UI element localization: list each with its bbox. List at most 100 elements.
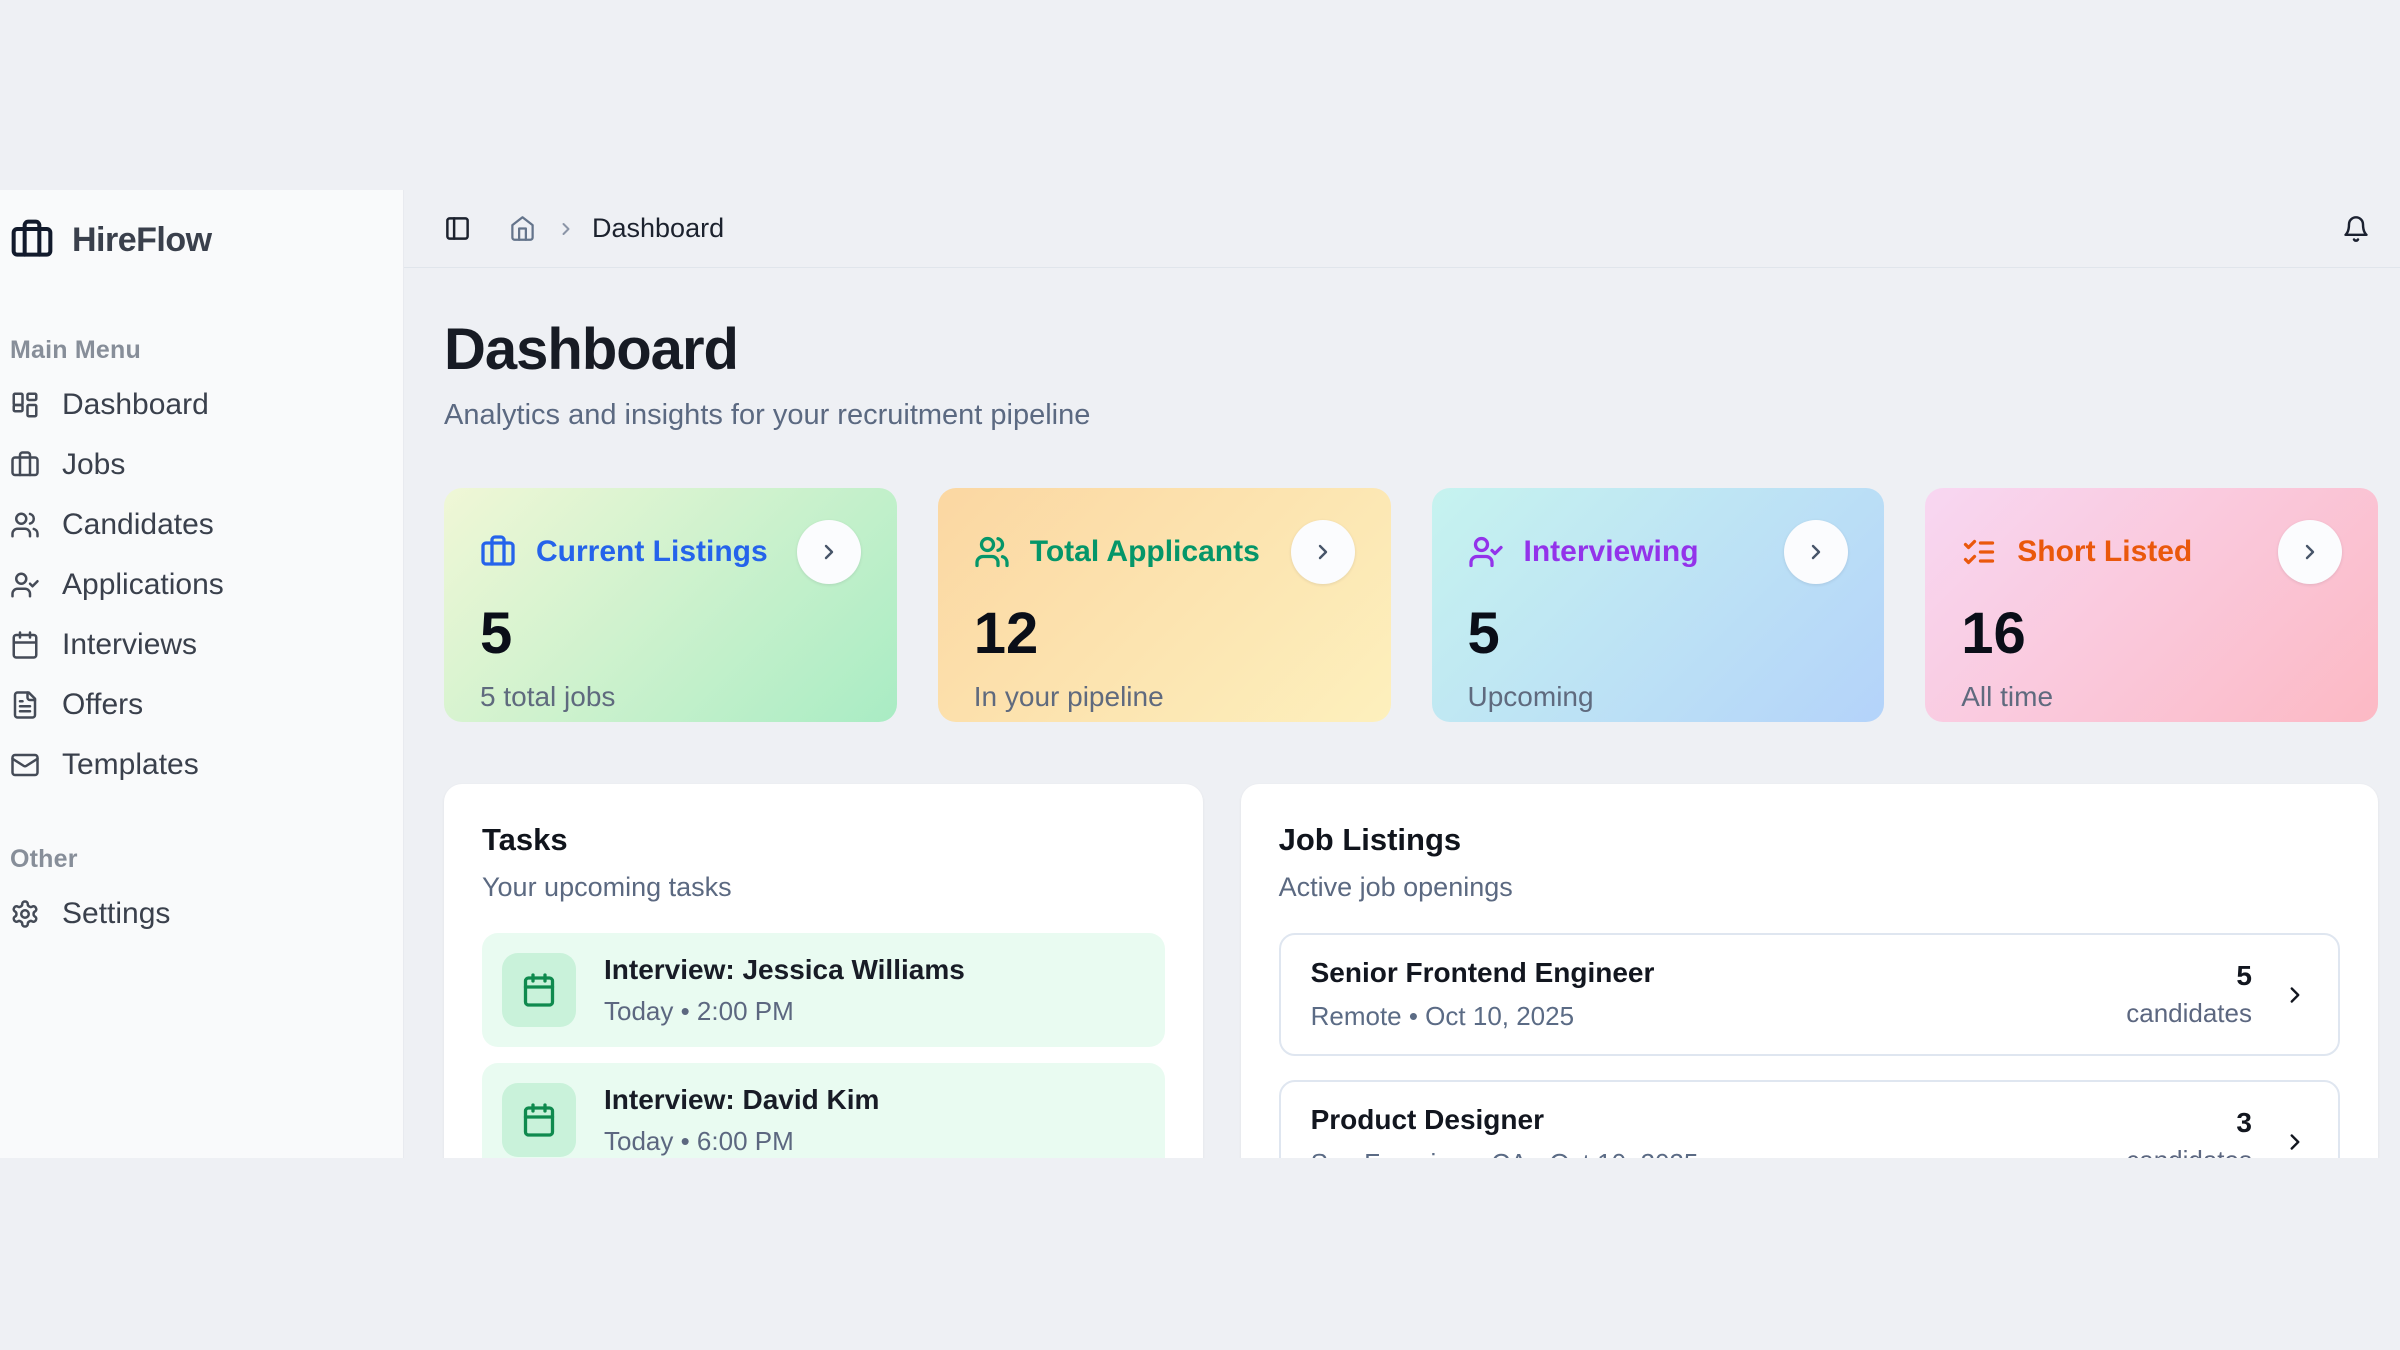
job-candidate-label: candidates bbox=[2126, 998, 2252, 1028]
sidebar-item-candidates[interactable]: Candidates bbox=[6, 495, 393, 555]
chevron-right-icon bbox=[556, 219, 576, 239]
job-listings-title: Job Listings bbox=[1278, 822, 1462, 857]
sidebar-section-other: Other bbox=[10, 845, 78, 873]
chevron-right-icon bbox=[2305, 544, 2315, 560]
task-title: Interview: Jessica Williams bbox=[604, 953, 965, 985]
brand: HireFlow bbox=[6, 212, 393, 268]
list-checks-icon bbox=[1961, 534, 1997, 570]
task-title: Interview: David Kim bbox=[604, 1083, 880, 1115]
chevron-right-icon[interactable] bbox=[2282, 1129, 2308, 1155]
job-row[interactable]: Senior Frontend Engineer Remote • Oct 10… bbox=[1278, 933, 2340, 1056]
chevron-right-icon[interactable] bbox=[2282, 982, 2308, 1008]
stat-arrow-button[interactable] bbox=[1290, 520, 1355, 584]
sidebar-item-applications[interactable]: Applications bbox=[6, 555, 393, 615]
briefcase-icon bbox=[10, 450, 40, 480]
sidebar-item-jobs[interactable]: Jobs bbox=[6, 435, 393, 495]
stat-card-interviewing[interactable]: Interviewing 5 Upcoming bbox=[1431, 488, 1885, 722]
sidebar-item-label: Candidates bbox=[62, 508, 214, 541]
job-list: Senior Frontend Engineer Remote • Oct 10… bbox=[1278, 933, 2340, 1158]
stat-cards: Current Listings 5 5 total jobs bbox=[444, 488, 2378, 722]
page-subtitle: Analytics and insights for your recruitm… bbox=[444, 399, 1091, 431]
file-text-icon bbox=[10, 690, 40, 720]
dashboard-icon bbox=[10, 390, 40, 420]
sidebar-item-label: Offers bbox=[62, 688, 144, 721]
stat-value: 12 bbox=[973, 601, 1039, 666]
sidebar-item-dashboard[interactable]: Dashboard bbox=[6, 375, 393, 435]
job-title: Senior Frontend Engineer bbox=[1310, 957, 1655, 988]
sidebar-section-main-menu: Main Menu bbox=[10, 336, 141, 364]
task-list: Interview: Jessica Williams Today • 2:00… bbox=[482, 933, 1165, 1158]
stat-card-current-listings[interactable]: Current Listings 5 5 total jobs bbox=[444, 488, 897, 722]
stat-label: Short Listed bbox=[2017, 535, 2193, 568]
tasks-subtitle: Your upcoming tasks bbox=[482, 872, 732, 902]
sidebar-item-label: Interviews bbox=[62, 628, 198, 661]
task-time: Today • 2:00 PM bbox=[604, 995, 794, 1026]
stat-caption: In your pipeline bbox=[973, 681, 1164, 712]
user-check-icon bbox=[1468, 534, 1504, 570]
task-row[interactable]: Interview: Jessica Williams Today • 2:00… bbox=[482, 933, 1165, 1047]
job-candidate-label: candidates bbox=[2126, 1145, 2252, 1158]
sidebar-item-interviews[interactable]: Interviews bbox=[6, 615, 393, 675]
job-candidate-count: 3 bbox=[2236, 1107, 2252, 1138]
sidebar-item-label: Applications bbox=[62, 568, 224, 601]
gear-icon bbox=[10, 899, 40, 929]
stat-caption: Upcoming bbox=[1467, 681, 1594, 712]
stat-label: Interviewing bbox=[1523, 535, 1699, 568]
sidebar-item-label: Dashboard bbox=[62, 388, 209, 421]
chevron-right-icon bbox=[1812, 544, 1821, 560]
task-time: Today • 6:00 PM bbox=[604, 1125, 794, 1156]
stat-caption: All time bbox=[1961, 681, 2054, 712]
users-icon bbox=[10, 510, 40, 540]
stat-card-short-listed[interactable]: Short Listed 16 All time bbox=[1925, 488, 2378, 722]
task-row[interactable]: Interview: David Kim Today • 6:00 PM bbox=[482, 1063, 1165, 1158]
sidebar-item-templates[interactable]: Templates bbox=[6, 735, 393, 795]
sidebar-item-label: Jobs bbox=[62, 448, 126, 481]
brand-name: HireFlow bbox=[72, 220, 212, 259]
main-area: Dashboard Dashboard Analytics and insigh… bbox=[404, 190, 2400, 1158]
users-icon bbox=[974, 534, 1010, 570]
sidebar-item-label: Settings bbox=[62, 897, 171, 930]
bell-icon[interactable] bbox=[2342, 215, 2370, 243]
job-row[interactable]: Product Designer San Francisco, CA • Oct… bbox=[1278, 1080, 2340, 1158]
calendar-icon bbox=[10, 630, 40, 660]
breadcrumb: Dashboard bbox=[444, 213, 724, 244]
job-listings-subtitle: Active job openings bbox=[1278, 872, 1513, 902]
panel-left-icon[interactable] bbox=[444, 215, 471, 242]
sidebar-item-label: Templates bbox=[62, 748, 199, 781]
job-meta: Remote • Oct 10, 2025 bbox=[1310, 1001, 1575, 1031]
app-window: HireFlow Main Menu Dashboard Jobs Candid… bbox=[0, 190, 2400, 1158]
tasks-panel: Tasks Your upcoming tasks Interview: Jes… bbox=[444, 784, 1203, 1158]
lower-panels: Tasks Your upcoming tasks Interview: Jes… bbox=[444, 784, 2378, 1158]
sidebar: HireFlow Main Menu Dashboard Jobs Candid… bbox=[0, 190, 404, 1158]
chevron-right-icon bbox=[824, 544, 833, 560]
stat-card-total-applicants[interactable]: Total Applicants 12 In your pipeline bbox=[937, 488, 1391, 722]
stat-arrow-button[interactable] bbox=[796, 520, 861, 584]
home-icon[interactable] bbox=[509, 215, 536, 242]
user-check-icon bbox=[10, 570, 40, 600]
stat-caption: 5 total jobs bbox=[480, 681, 616, 712]
job-candidate-count: 5 bbox=[2236, 960, 2252, 991]
calendar-icon bbox=[502, 1083, 576, 1157]
stat-value: 16 bbox=[1961, 601, 2026, 666]
job-listings-panel: Job Listings Active job openings Senior … bbox=[1240, 784, 2378, 1158]
stat-label: Current Listings bbox=[536, 535, 768, 568]
page-title: Dashboard bbox=[444, 317, 739, 382]
stat-arrow-button[interactable] bbox=[2278, 520, 2342, 584]
stat-label: Total Applicants bbox=[1029, 535, 1260, 568]
sidebar-item-settings[interactable]: Settings bbox=[6, 884, 393, 944]
job-meta: San Francisco, CA • Oct 10, 2025 bbox=[1311, 1148, 1699, 1158]
sidebar-item-offers[interactable]: Offers bbox=[6, 675, 393, 735]
breadcrumb-current[interactable]: Dashboard bbox=[592, 213, 725, 243]
stat-value: 5 bbox=[1467, 601, 1500, 666]
stat-value: 5 bbox=[480, 601, 513, 666]
chevron-right-icon bbox=[1318, 544, 1327, 560]
stat-arrow-button[interactable] bbox=[1784, 520, 1849, 584]
topbar: Dashboard bbox=[404, 190, 2400, 268]
tasks-title: Tasks bbox=[482, 822, 568, 857]
briefcase-icon bbox=[480, 534, 516, 570]
content: Dashboard Analytics and insights for you… bbox=[404, 268, 2400, 1158]
briefcase-icon bbox=[10, 218, 54, 262]
job-title: Product Designer bbox=[1310, 1104, 1544, 1135]
mail-icon bbox=[10, 750, 40, 780]
calendar-icon bbox=[502, 953, 576, 1027]
